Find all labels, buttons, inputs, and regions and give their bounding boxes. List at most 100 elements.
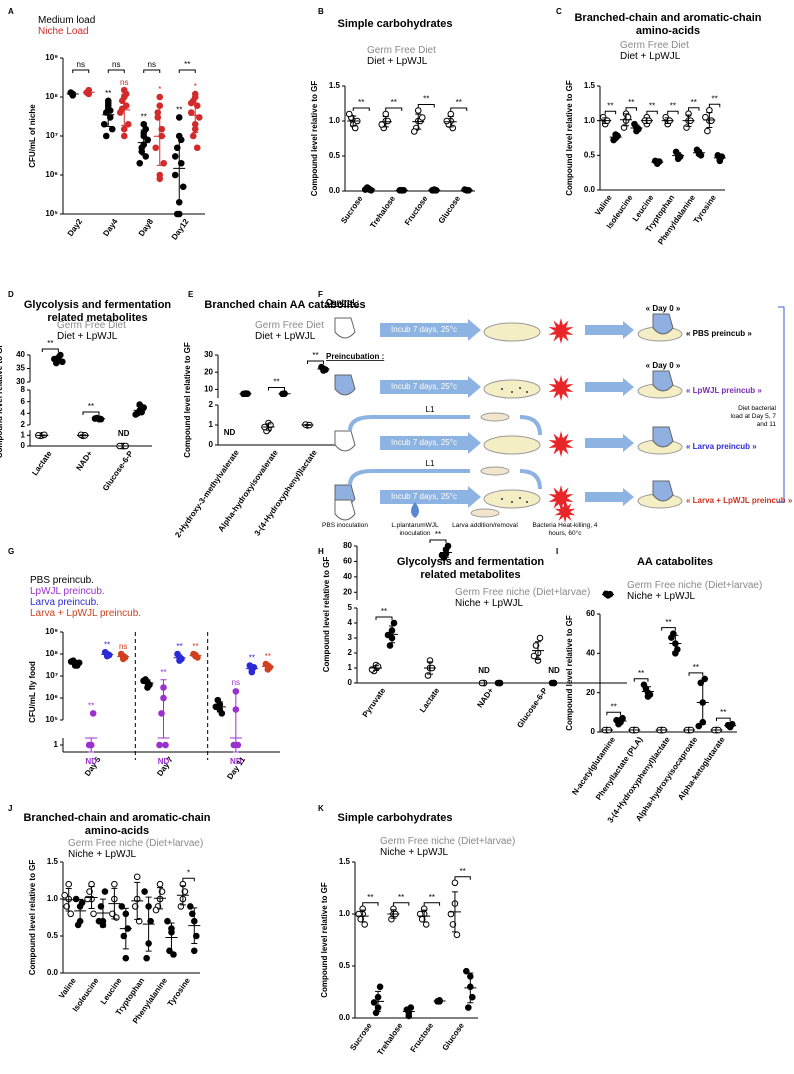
y-axis-title: Compound level relative to GF — [0, 343, 4, 459]
y-tick-label: 0.5 — [47, 931, 59, 940]
legend-entry: Larva + LpWJL preincub. — [30, 608, 142, 619]
y-tick-label: 1 — [209, 420, 214, 429]
dish-dot — [511, 391, 513, 393]
significance-label: ** — [691, 98, 697, 107]
chart-title: AA catabolites — [636, 556, 713, 568]
legend-entry: Germ Free Diet — [367, 45, 436, 56]
day-label: « Day 0 » — [646, 361, 681, 370]
y-tick-label: 0.0 — [47, 968, 59, 977]
x-tick-label: Trehalose — [368, 194, 397, 230]
data-point — [195, 114, 203, 121]
y-tick-label: 0 — [591, 727, 596, 736]
bracket — [450, 107, 468, 111]
y-tick-label: 2 — [348, 648, 353, 657]
error-bar — [428, 189, 441, 191]
bracket — [646, 110, 658, 115]
incubation-label: Incub 7 days, 25°c — [391, 325, 457, 334]
y-tick-label: 10⁹ — [45, 53, 58, 62]
panel-letter: C — [556, 7, 562, 16]
data-point — [177, 136, 185, 144]
bracket — [392, 902, 410, 906]
data-point — [124, 120, 132, 128]
chart-title: Simple carbohydrates — [337, 18, 453, 30]
heat-kill-star — [548, 318, 574, 344]
bracket — [429, 539, 447, 543]
error-bar — [93, 417, 105, 420]
significance-label: ** — [88, 402, 94, 411]
data-point — [188, 910, 196, 918]
bracket — [604, 110, 617, 115]
significance-label: ** — [249, 654, 255, 663]
y-tick-label: 0.0 — [339, 1013, 351, 1022]
data-point — [158, 888, 166, 895]
y-tick-label: 40 — [586, 648, 595, 657]
y-tick-label: 0 — [348, 678, 353, 687]
y-tick-label: 1 — [21, 430, 26, 439]
error-bar — [101, 652, 114, 657]
y-tick-label: 80 — [343, 541, 352, 550]
nd-label: ND — [224, 428, 236, 437]
error-bar — [74, 898, 87, 923]
error-bar — [142, 896, 155, 952]
dish-dot — [501, 498, 503, 500]
x-tick-label: Glucose — [437, 194, 463, 225]
significance-label: ** — [273, 378, 279, 387]
panel-letter: H — [318, 547, 324, 556]
nd-label: ND — [478, 666, 490, 675]
nd-label: ND — [230, 757, 242, 766]
chart-title: Branched-chain and aromatic-chain amino-… — [23, 812, 211, 837]
dish-dot — [511, 501, 513, 503]
significance-label: ** — [649, 101, 655, 110]
y-tick-label: 0.0 — [329, 186, 341, 195]
bracket — [178, 69, 196, 73]
data-point — [181, 888, 189, 895]
significance-label: ** — [104, 640, 110, 649]
y-tick-label: 0.5 — [329, 151, 341, 160]
tube-icon — [334, 317, 356, 339]
data-point — [187, 109, 195, 116]
legend-entry: Medium load — [38, 15, 96, 26]
significance-label: ** — [607, 101, 613, 110]
error-bar — [189, 653, 202, 658]
tube-icon — [334, 374, 356, 396]
error-bar — [703, 111, 716, 128]
significance-label: ** — [391, 98, 397, 107]
significance-label: ns — [232, 678, 240, 687]
x-tick-label: Lactate — [30, 449, 54, 478]
error-bar — [119, 907, 132, 950]
y-tick-label: 20 — [586, 688, 595, 697]
y-tick-label: 10⁹ — [45, 627, 58, 636]
significance-label: ** — [176, 106, 182, 115]
significance-label: ** — [312, 351, 318, 360]
bracket — [107, 69, 125, 73]
bracket — [454, 876, 471, 880]
x-tick-label: Tyrosine — [166, 976, 192, 1008]
incubation-label: Incub 7 days, 25°c — [391, 438, 457, 447]
larva-label: L1 — [426, 405, 435, 414]
error-bar — [189, 97, 202, 134]
error-bar — [370, 665, 382, 671]
y-tick-label: 2 — [209, 400, 214, 409]
data-point — [101, 888, 109, 895]
error-bar — [77, 434, 89, 437]
error-bar — [363, 187, 376, 191]
significance-label: ** — [398, 893, 404, 902]
significance-label: ** — [358, 98, 364, 107]
heat-kill-star — [548, 485, 574, 511]
bracket — [667, 110, 679, 115]
bracket — [715, 717, 731, 722]
legend-entry: Larva preincub. — [30, 597, 99, 608]
y-tick-label: 8 — [21, 385, 26, 394]
data-point — [78, 899, 86, 907]
significance-label: ** — [693, 663, 699, 672]
data-point — [384, 117, 392, 125]
data-point — [111, 880, 118, 888]
error-bar — [386, 625, 398, 644]
bracket — [708, 103, 721, 108]
error-bar — [245, 665, 258, 672]
x-tick-label: Valine — [593, 193, 614, 218]
error-bar — [118, 93, 131, 126]
x-tick-label: NAD+ — [74, 449, 94, 472]
error-bar — [82, 89, 95, 95]
y-tick-label: 35 — [16, 364, 25, 373]
